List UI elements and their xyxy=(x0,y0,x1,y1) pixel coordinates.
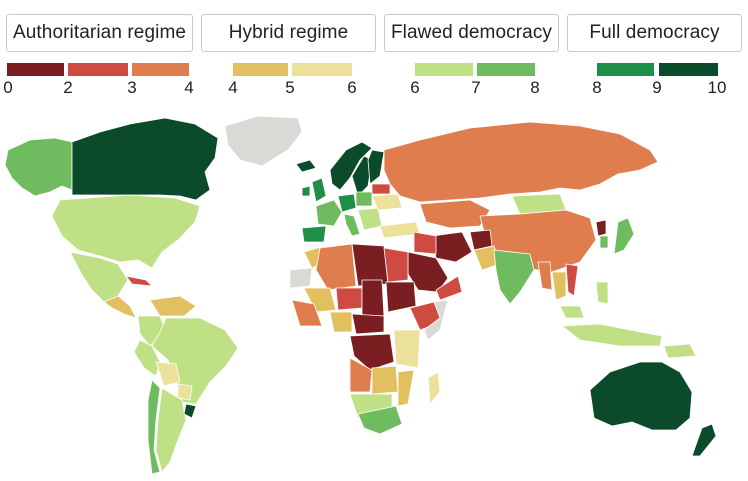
country-kenya-tanzania xyxy=(393,329,421,369)
country-cameroon-car xyxy=(351,313,385,335)
country-algeria xyxy=(315,243,357,291)
country-philippines xyxy=(595,281,609,305)
tick-0: 0 xyxy=(3,78,13,97)
tick-3: 3 xyxy=(127,78,137,97)
country-malaysia xyxy=(559,305,585,319)
swatch-5-6 xyxy=(292,63,352,76)
country-vietnam xyxy=(565,263,579,297)
tick-7: 7 xyxy=(471,78,481,97)
swatch-6-7 xyxy=(415,63,473,76)
country-new-zealand xyxy=(691,423,717,457)
country-west-sahara xyxy=(289,267,313,289)
swatch-0-2 xyxy=(7,63,64,76)
country-somalia xyxy=(423,299,449,341)
country-chile xyxy=(147,379,161,475)
country-norway xyxy=(329,141,373,191)
country-kazakhstan xyxy=(419,199,491,229)
country-cuba xyxy=(125,275,153,287)
country-sudan xyxy=(385,281,417,313)
tick-6b: 6 xyxy=(410,78,420,97)
country-korea-north xyxy=(595,219,607,237)
country-germany xyxy=(337,193,357,213)
country-korea-south xyxy=(599,235,609,249)
country-thailand xyxy=(551,271,567,301)
country-west-africa-coast xyxy=(291,299,323,327)
swatch-4-5 xyxy=(233,63,288,76)
swatch-9-10 xyxy=(659,63,718,76)
country-angola xyxy=(349,357,373,393)
country-balkans xyxy=(357,207,383,231)
country-egypt xyxy=(383,247,409,283)
country-iraq-syria xyxy=(413,231,437,255)
country-congo-drc xyxy=(349,333,395,371)
country-argentina xyxy=(155,387,187,473)
country-paraguay xyxy=(177,383,193,401)
country-papua xyxy=(663,343,697,359)
country-iran xyxy=(431,231,473,263)
legend-category-hybrid: Hybrid regime xyxy=(201,14,376,52)
tick-8b: 8 xyxy=(592,78,602,97)
country-japan xyxy=(613,217,635,255)
swatch-7-8 xyxy=(477,63,535,76)
country-belarus xyxy=(371,183,391,195)
legend-category-flawed: Flawed democracy xyxy=(384,14,559,52)
country-madagascar xyxy=(427,371,441,405)
country-ukraine xyxy=(371,193,403,211)
tick-6a: 6 xyxy=(347,78,357,97)
country-niger xyxy=(335,287,363,311)
tick-5: 5 xyxy=(285,78,295,97)
country-central-america xyxy=(103,295,137,319)
country-france xyxy=(315,199,343,227)
country-uruguay xyxy=(183,403,197,419)
country-greenland xyxy=(224,115,303,167)
country-canada xyxy=(71,117,219,201)
country-usa xyxy=(51,194,201,269)
tick-4b: 4 xyxy=(228,78,238,97)
tick-10: 10 xyxy=(707,78,727,97)
country-italy xyxy=(343,213,361,237)
legend-category-authoritarian: Authoritarian regime xyxy=(6,14,193,52)
country-spain xyxy=(301,225,327,243)
country-india xyxy=(493,249,535,305)
country-myanmar xyxy=(537,261,553,291)
swatch-2-3 xyxy=(68,63,128,76)
country-bolivia xyxy=(155,361,181,387)
country-uk xyxy=(311,177,327,203)
country-alaska xyxy=(4,137,73,197)
country-yemen-oman xyxy=(435,275,463,301)
world-map xyxy=(4,115,717,475)
tick-2: 2 xyxy=(63,78,73,97)
country-chad xyxy=(361,279,385,317)
country-poland xyxy=(355,191,373,207)
country-russia xyxy=(383,121,659,203)
tick-8a: 8 xyxy=(530,78,540,97)
legend: Authoritarian regime Hybrid regime Flawe… xyxy=(0,0,748,110)
legend-category-full: Full democracy xyxy=(567,14,742,52)
swatch-3-4 xyxy=(132,63,189,76)
country-nigeria xyxy=(329,311,353,333)
tick-4a: 4 xyxy=(184,78,194,97)
country-zambia-zim xyxy=(371,365,399,395)
tick-9: 9 xyxy=(652,78,662,97)
country-finland xyxy=(367,149,385,185)
country-peru xyxy=(133,339,161,377)
country-ireland xyxy=(301,185,311,197)
swatch-8-9 xyxy=(597,63,654,76)
country-mozambique xyxy=(397,369,415,407)
country-iceland xyxy=(295,159,317,173)
country-australia xyxy=(589,361,693,431)
country-indonesia xyxy=(561,323,663,347)
country-south-africa xyxy=(357,405,403,435)
country-venezuela xyxy=(149,295,197,317)
